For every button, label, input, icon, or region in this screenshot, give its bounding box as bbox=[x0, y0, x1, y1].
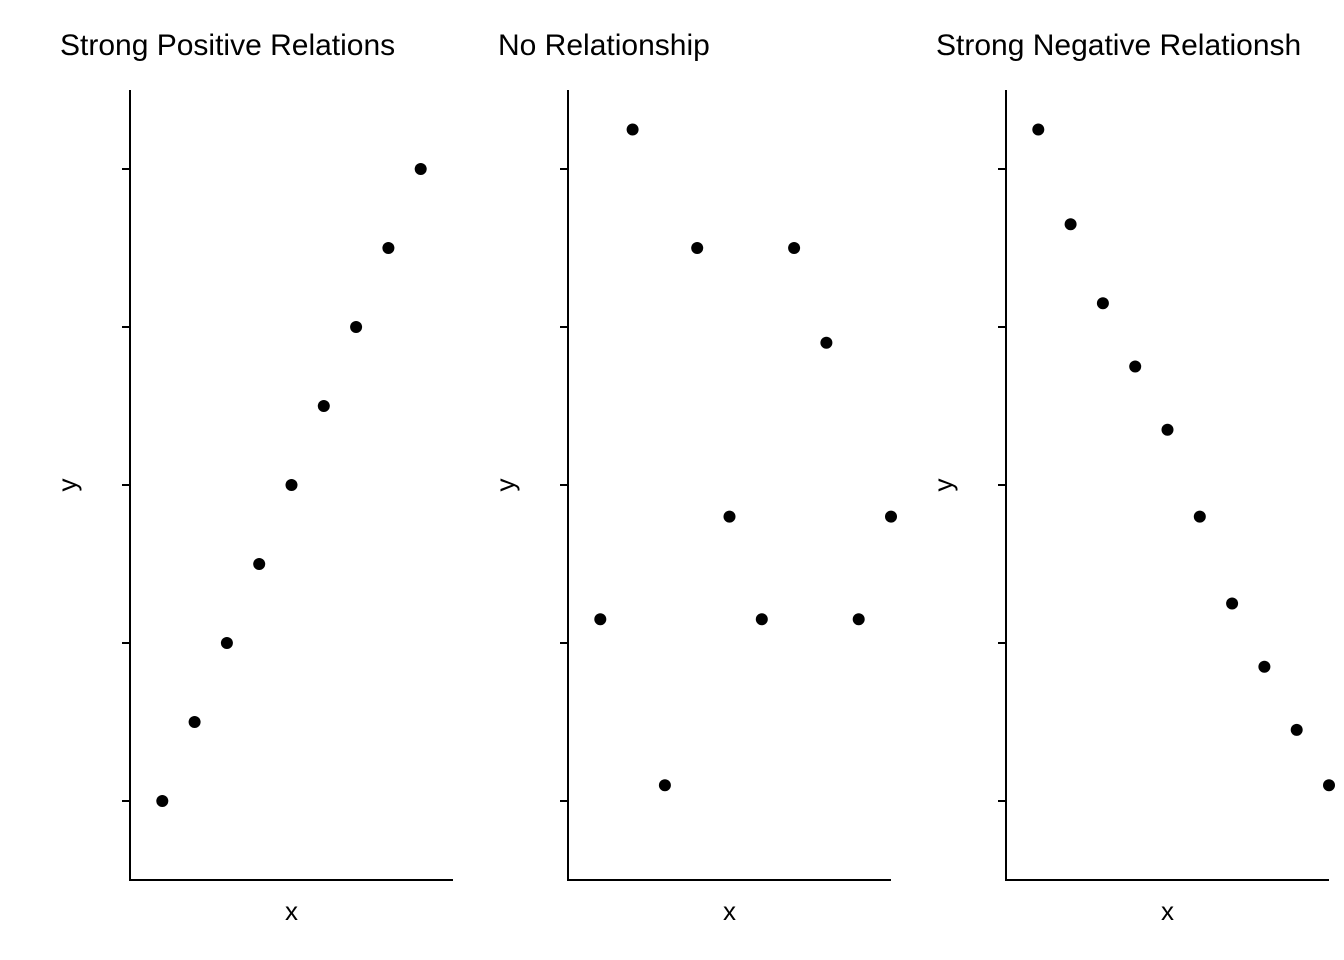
data-point bbox=[415, 163, 427, 175]
data-point bbox=[156, 795, 168, 807]
data-point bbox=[1323, 779, 1335, 791]
data-point bbox=[1258, 661, 1270, 673]
data-point bbox=[253, 558, 265, 570]
data-point bbox=[286, 479, 298, 491]
data-point bbox=[1129, 361, 1141, 373]
data-point bbox=[1291, 724, 1303, 736]
axis-lines bbox=[1006, 90, 1329, 880]
data-point bbox=[1226, 598, 1238, 610]
scatter-panel: No Relationship y x bbox=[490, 29, 897, 926]
data-point bbox=[724, 511, 736, 523]
data-point bbox=[318, 400, 330, 412]
data-point bbox=[627, 124, 639, 136]
y-axis-label: y bbox=[52, 479, 82, 492]
chart-container: Strong Positive RelationsyxNo Relationsh… bbox=[0, 0, 1344, 960]
data-point bbox=[221, 637, 233, 649]
data-point bbox=[691, 242, 703, 254]
scatter-panels-svg: Strong Positive RelationsyxNo Relationsh… bbox=[0, 0, 1344, 960]
scatter-panel: Strong Positive Relations y x bbox=[52, 29, 453, 926]
data-point bbox=[350, 321, 362, 333]
panel-title: Strong Positive Relations bbox=[60, 29, 395, 62]
scatter-panel: Strong Negative Relationsh y x bbox=[928, 29, 1335, 926]
data-point bbox=[659, 779, 671, 791]
panel-title: Strong Negative Relationsh bbox=[936, 29, 1301, 62]
y-axis-label: y bbox=[490, 479, 520, 492]
data-point bbox=[1162, 424, 1174, 436]
data-point bbox=[788, 242, 800, 254]
data-point bbox=[756, 613, 768, 625]
x-axis-label: x bbox=[285, 896, 298, 926]
data-point bbox=[885, 511, 897, 523]
axis-lines bbox=[568, 90, 891, 880]
data-point bbox=[1097, 297, 1109, 309]
data-point bbox=[382, 242, 394, 254]
data-point bbox=[1194, 511, 1206, 523]
panel-title: No Relationship bbox=[498, 29, 710, 62]
data-point bbox=[594, 613, 606, 625]
x-axis-label: x bbox=[1161, 896, 1174, 926]
x-axis-label: x bbox=[723, 896, 736, 926]
data-point bbox=[1065, 218, 1077, 230]
data-point bbox=[820, 337, 832, 349]
data-point bbox=[189, 716, 201, 728]
data-point bbox=[853, 613, 865, 625]
y-axis-label: y bbox=[928, 479, 958, 492]
data-point bbox=[1032, 124, 1044, 136]
